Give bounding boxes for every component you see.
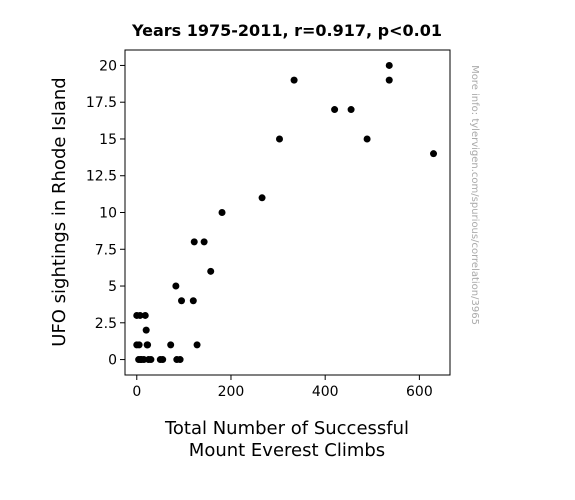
data-points <box>133 61 438 364</box>
y-tick-label: 20 <box>99 58 117 74</box>
y-tick-label: 17.5 <box>86 95 117 111</box>
x-axis-title-line-1: Total Number of Successful <box>164 418 409 439</box>
data-point <box>218 209 226 216</box>
data-point <box>141 311 149 319</box>
data-point <box>275 135 283 143</box>
data-point <box>347 106 355 114</box>
y-tick-label: 12.5 <box>86 169 117 185</box>
watermark-text: More info: tylervigen.com/spurious/corre… <box>469 65 480 325</box>
x-tick-label: 0 <box>132 384 141 400</box>
chart-title: Years 1975-2011, r=0.917, p<0.01 <box>131 21 442 40</box>
x-tick-label: 400 <box>312 384 339 400</box>
y-tick-label: 15 <box>99 132 117 148</box>
data-point <box>167 341 175 349</box>
x-tick-label: 600 <box>406 384 433 400</box>
data-point <box>178 297 186 305</box>
data-point <box>363 135 371 143</box>
data-point <box>159 356 167 364</box>
data-point <box>189 297 197 305</box>
x-axis-title-line-2: Mount Everest Climbs <box>189 440 385 461</box>
y-tick-label: 5 <box>108 279 117 295</box>
data-point <box>385 61 393 69</box>
y-tick-label: 2.5 <box>95 316 117 332</box>
y-tick-label: 7.5 <box>95 242 117 258</box>
data-point <box>144 341 152 349</box>
data-point <box>200 238 208 246</box>
data-point <box>142 326 150 334</box>
x-axis: 0 200 400 600 <box>132 375 433 400</box>
data-point <box>430 150 438 158</box>
y-tick-label: 10 <box>99 206 117 222</box>
x-tick-label: 200 <box>218 384 245 400</box>
data-point <box>385 76 393 84</box>
data-point <box>193 341 201 349</box>
plot-frame <box>124 49 451 376</box>
data-point <box>176 356 184 364</box>
y-axis: 0 2.5 5 7.5 10 12.5 15 17.5 20 <box>86 58 125 369</box>
data-point <box>290 76 298 84</box>
data-point <box>258 194 266 202</box>
y-tick-label: 0 <box>108 353 117 369</box>
data-point <box>207 267 215 275</box>
data-point <box>147 356 155 364</box>
data-point <box>331 106 339 114</box>
data-point <box>136 311 144 319</box>
data-point <box>135 341 143 349</box>
y-axis-title: UFO sightings in Rhode Island <box>49 77 70 346</box>
data-point <box>190 238 198 246</box>
data-point <box>172 282 180 290</box>
